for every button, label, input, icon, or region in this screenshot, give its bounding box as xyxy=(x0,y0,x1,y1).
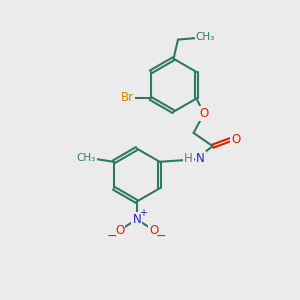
Text: N: N xyxy=(132,213,141,226)
Text: N: N xyxy=(196,152,205,165)
Text: O: O xyxy=(115,224,124,237)
Text: −: − xyxy=(156,230,166,243)
Text: H: H xyxy=(184,152,193,165)
Text: O: O xyxy=(231,133,240,146)
Text: O: O xyxy=(149,224,158,237)
Text: Br: Br xyxy=(121,91,134,104)
Text: +: + xyxy=(139,208,147,218)
Text: O: O xyxy=(199,107,208,120)
Text: −: − xyxy=(107,230,118,243)
Text: CH₃: CH₃ xyxy=(195,32,215,42)
Text: CH₃: CH₃ xyxy=(77,153,96,163)
